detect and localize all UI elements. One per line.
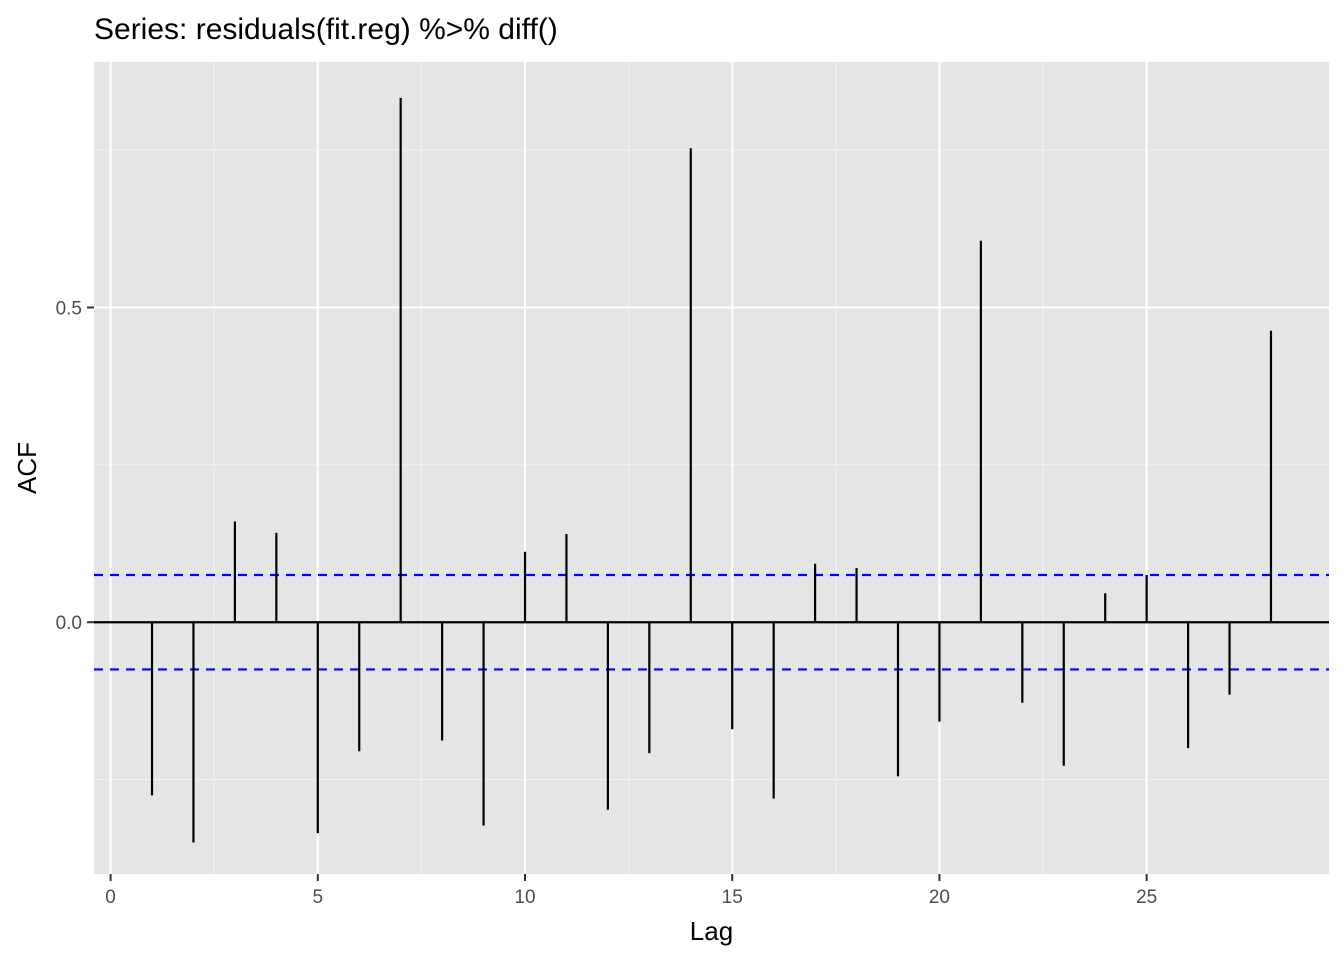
acf-spikes — [150, 97, 1273, 843]
x-tick-label: 20 — [929, 887, 950, 908]
x-tick-label: 15 — [722, 887, 743, 908]
chart-title: Series: residuals(fit.reg) %>% diff() — [94, 13, 558, 46]
minor-gridlines — [94, 62, 1329, 874]
x-tick-label: 0 — [105, 887, 116, 908]
y-tick-label: 0.5 — [56, 298, 82, 319]
y-tick-label: 0.0 — [56, 613, 82, 634]
x-axis-title: Lag — [690, 916, 733, 946]
confidence-bounds — [94, 573, 1329, 671]
x-axis: 0 5 10 15 20 25 — [105, 874, 1157, 908]
y-axis: 0.0 0.5 — [56, 298, 94, 634]
x-tick-label: 10 — [514, 887, 535, 908]
x-tick-label: 5 — [313, 887, 324, 908]
x-tick-label: 25 — [1136, 887, 1157, 908]
y-axis-title: ACF — [12, 442, 42, 494]
plot-panel — [94, 62, 1329, 874]
